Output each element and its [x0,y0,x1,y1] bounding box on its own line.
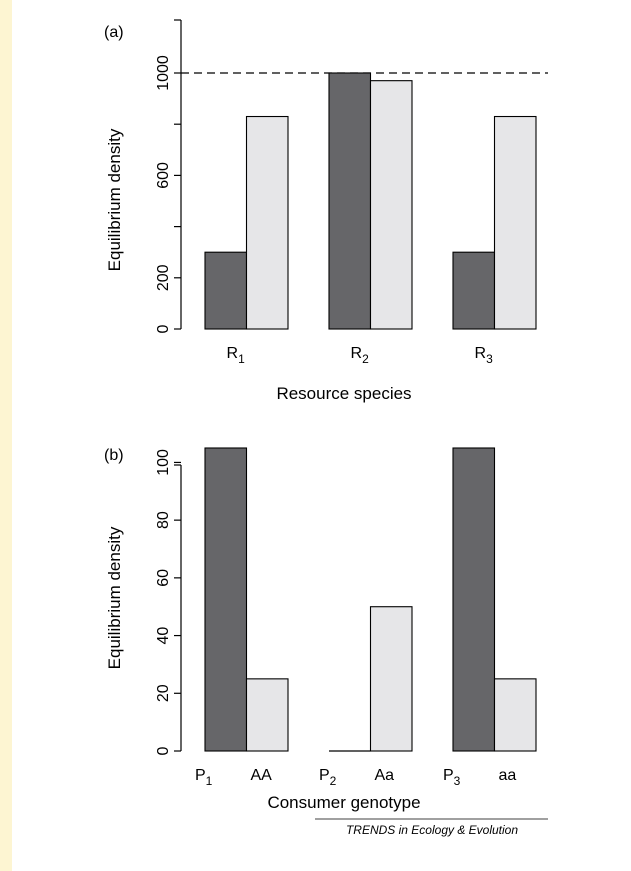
panel-a-x-axis-title: Resource species [276,384,411,403]
bar-series-1-cat-3 [452,447,496,752]
footer-credit: TRENDS in Ecology & Evolution [346,823,518,837]
y-tick-label: 0 [155,324,172,333]
x-tick-label: P1 [195,767,213,788]
x-tick-label: P2 [319,767,337,788]
bar-series-2-cat-1 [245,678,289,752]
bar-series-1-cat-2 [328,72,372,330]
bar-series-2-cat-3 [493,115,537,330]
x-tick-label: AA [251,767,273,784]
panel-b-x-axis-title: Consumer genotype [267,793,420,812]
panel-a-marks: 0 200 600 1000 R1 R2 R3 [155,19,548,366]
y-tick-label: 60 [155,569,172,587]
y-tick-label: 200 [155,264,172,291]
y-tick-label: 20 [155,684,172,702]
x-tick-label: R3 [475,345,494,366]
x-tick-label: Aa [375,767,395,784]
x-tick-label: aa [499,767,517,784]
y-tick-label: 80 [155,511,172,529]
panel-b: (b) Equilibrium density Consumer genotyp… [104,447,537,812]
y-tick-label: 1000 [155,55,172,91]
bar-series-1-cat-3 [452,251,496,330]
y-tick-label: 40 [155,627,172,645]
panel-a-label: (a) [104,24,124,41]
bar-series-2-cat-2 [369,80,413,330]
bar-series-1-cat-1 [204,251,248,330]
y-tick-label: 600 [155,162,172,189]
panel-b-marks: 0 20 40 60 80 100 P1 AA P2 Aa P3 aa [155,447,537,788]
panel-b-label: (b) [104,447,124,464]
bar-series-1-cat-1 [204,447,248,752]
bar-series-2-cat-2 [369,606,413,752]
x-tick-label: R1 [227,345,246,366]
panel-b-y-axis-title: Equilibrium density [105,526,124,669]
x-tick-label: R2 [351,345,370,366]
panel-a: (a) Equilibrium density Resource species… [104,19,548,403]
bar-series-2-cat-3 [493,678,537,752]
x-tick-label: P3 [443,767,461,788]
bar-series-2-cat-1 [245,115,289,330]
y-tick-label: 100 [155,449,172,476]
panel-a-y-axis-title: Equilibrium density [105,128,124,271]
y-tick-label: 0 [155,746,172,755]
